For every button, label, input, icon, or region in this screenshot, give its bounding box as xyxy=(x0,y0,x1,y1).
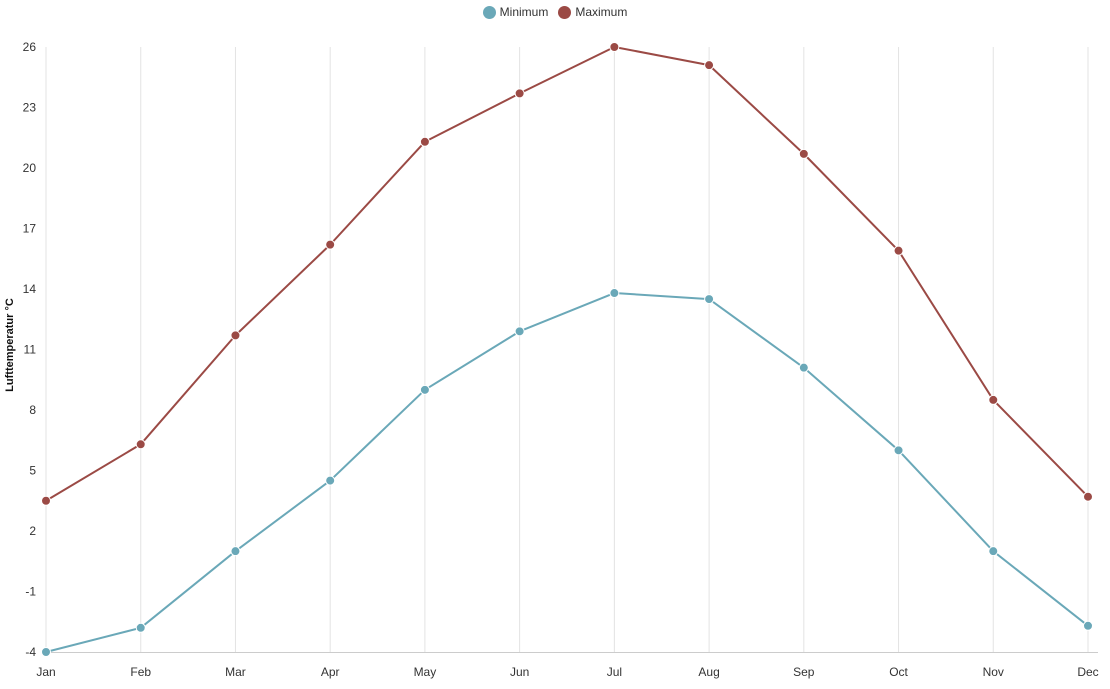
data-point-minimum-feb[interactable] xyxy=(135,622,146,633)
data-point-minimum-oct[interactable] xyxy=(893,445,904,456)
y-axis-label: Lufttemperatur °C xyxy=(4,298,16,392)
data-point-minimum-may[interactable] xyxy=(419,384,430,395)
x-tick-aug: Aug xyxy=(698,665,719,679)
y-axis: -4 -1 2 5 8 11 14 17 20 23 26 xyxy=(23,40,37,659)
legend: Minimum Maximum xyxy=(0,5,1110,19)
x-tick-dec: Dec xyxy=(1077,665,1098,679)
y-tick: -4 xyxy=(25,645,36,659)
data-point-maximum-apr[interactable] xyxy=(325,239,336,250)
data-point-maximum-oct[interactable] xyxy=(893,245,904,256)
data-point-maximum-feb[interactable] xyxy=(135,439,146,450)
data-point-maximum-may[interactable] xyxy=(419,136,430,147)
x-tick-jun: Jun xyxy=(510,665,529,679)
data-point-maximum-aug[interactable] xyxy=(704,60,715,71)
x-axis: Jan Feb Mar Apr May Jun Jul Aug Sep Oct Nov Dec xyxy=(36,652,1099,679)
grid-lines xyxy=(45,47,1089,652)
y-tick: -1 xyxy=(25,585,36,599)
y-tick: 8 xyxy=(29,403,36,417)
data-point-maximum-dec[interactable] xyxy=(1083,491,1093,502)
legend-marker-maximum xyxy=(558,5,572,19)
y-tick: 11 xyxy=(24,343,37,357)
x-tick-mar: Mar xyxy=(225,665,246,679)
legend-item-minimum[interactable]: Minimum xyxy=(482,5,549,19)
legend-marker-minimum xyxy=(482,5,496,19)
x-tick-may: May xyxy=(414,665,437,679)
x-tick-jul: Jul xyxy=(607,665,622,679)
y-tick: 26 xyxy=(23,40,37,54)
data-point-minimum-mar[interactable] xyxy=(230,546,241,557)
data-point-minimum-aug[interactable] xyxy=(704,294,715,305)
x-tick-jan: Jan xyxy=(36,665,55,679)
legend-item-maximum[interactable]: Maximum xyxy=(558,5,627,19)
data-point-maximum-sep[interactable] xyxy=(798,148,809,159)
x-tick-oct: Oct xyxy=(889,665,908,679)
data-point-minimum-jun[interactable] xyxy=(514,326,525,337)
legend-label-minimum: Minimum xyxy=(499,5,549,19)
y-tick: 5 xyxy=(29,464,36,478)
x-tick-apr: Apr xyxy=(321,665,340,679)
data-point-maximum-jun[interactable] xyxy=(514,88,525,99)
data-point-maximum-jan[interactable] xyxy=(41,495,51,506)
data-point-minimum-jan[interactable] xyxy=(41,647,51,657)
data-point-maximum-mar[interactable] xyxy=(230,330,241,341)
legend-label-maximum: Maximum xyxy=(575,5,628,19)
y-tick: 14 xyxy=(23,282,37,296)
y-tick: 20 xyxy=(23,161,37,175)
data-point-minimum-dec[interactable] xyxy=(1083,620,1093,631)
series-line-minimum xyxy=(45,292,1089,653)
data-point-minimum-jul[interactable] xyxy=(609,288,620,299)
series-line-maximum xyxy=(45,46,1089,502)
data-point-minimum-nov[interactable] xyxy=(988,546,999,557)
data-point-minimum-apr[interactable] xyxy=(325,475,336,486)
x-tick-nov: Nov xyxy=(983,665,1004,679)
series-layer xyxy=(41,42,1093,657)
y-tick: 17 xyxy=(23,222,37,236)
y-tick: 2 xyxy=(29,524,36,538)
y-tick: 23 xyxy=(23,101,37,115)
data-point-minimum-sep[interactable] xyxy=(798,362,809,373)
x-tick-sep: Sep xyxy=(793,665,815,679)
x-tick-feb: Feb xyxy=(130,665,151,679)
data-point-maximum-jul[interactable] xyxy=(609,42,620,52)
data-point-maximum-nov[interactable] xyxy=(988,394,999,405)
